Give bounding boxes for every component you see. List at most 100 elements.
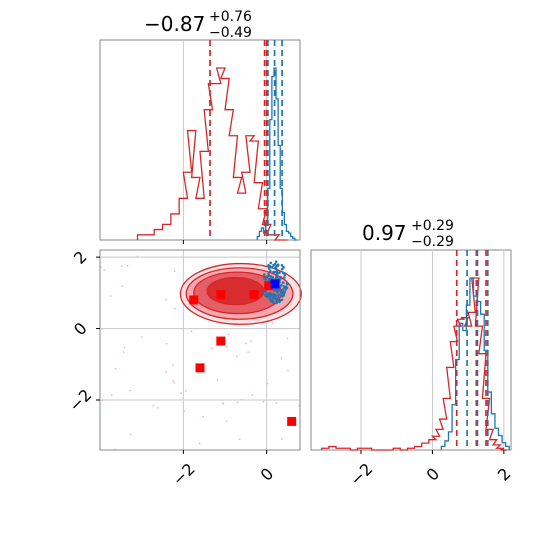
top-left-title-plus: +0.76	[209, 9, 252, 25]
joint-blue-sample	[271, 293, 274, 297]
joint-faint-sample	[225, 345, 228, 348]
joint-blue-sample	[278, 271, 281, 274]
joint-faint-sample	[266, 382, 269, 385]
joint-red-square-marker	[287, 416, 297, 426]
joint-faint-sample	[165, 342, 168, 345]
joint-faint-sample	[121, 265, 123, 268]
joint-blue-sample	[286, 282, 289, 286]
joint-faint-sample	[110, 394, 113, 397]
joint-xtick-label: −2	[169, 459, 199, 489]
joint-blue-sample	[276, 297, 279, 301]
joint-blue-sample	[275, 289, 278, 292]
joint-faint-sample	[171, 364, 174, 367]
joint-blue-sample	[281, 295, 284, 298]
joint-blue-square-marker	[270, 279, 280, 289]
bottom-right-xtick-label: 0	[422, 464, 443, 485]
joint-faint-sample	[287, 369, 289, 372]
joint-faint-sample	[251, 394, 254, 396]
joint-ytick-label: 2	[70, 247, 91, 268]
joint-blue-sample	[272, 263, 275, 267]
joint-red-square-marker	[216, 336, 226, 346]
joint-ytick-label: −2	[65, 385, 95, 415]
joint-blue-sample	[266, 292, 270, 296]
bottom-right-xtick-label: −2	[346, 459, 376, 489]
joint-faint-sample	[140, 336, 143, 339]
joint-faint-sample	[152, 404, 155, 407]
joint-faint-sample	[211, 347, 214, 350]
bottom-right-title-plus: +0.29	[411, 218, 454, 234]
top-left-title-minus: −0.49	[209, 25, 252, 41]
joint-blue-sample	[274, 277, 277, 280]
joint-red-square-marker	[195, 363, 205, 373]
joint-blue-sample	[269, 275, 273, 278]
joint-faint-sample	[184, 390, 187, 392]
joint-faint-sample	[109, 295, 112, 298]
joint-red-square-marker	[216, 290, 226, 300]
joint-faint-sample	[227, 333, 230, 336]
joint-blue-sample	[271, 297, 274, 300]
joint-faint-sample	[198, 442, 201, 445]
joint-blue-sample	[263, 273, 266, 276]
joint-blue-sample	[277, 293, 280, 296]
joint-faint-sample	[129, 433, 132, 436]
joint-faint-sample	[129, 389, 132, 392]
joint-faint-sample	[225, 420, 228, 423]
joint-blue-sample	[262, 276, 266, 280]
joint-blue-sample	[264, 294, 268, 298]
joint-faint-sample	[103, 269, 106, 271]
joint-ytick-label: 0	[70, 319, 91, 340]
joint-blue-sample	[280, 267, 284, 271]
bottom-right-title-value: 0.97	[362, 221, 407, 245]
joint-faint-sample	[280, 438, 283, 440]
joint-blue-sample	[273, 270, 277, 274]
joint-faint-sample	[180, 392, 183, 395]
joint-faint-sample	[114, 367, 117, 370]
joint-blue-sample	[268, 295, 272, 299]
joint-faint-sample	[172, 380, 174, 383]
joint-blue-sample	[269, 269, 272, 273]
top-left-title: −0.87 +0.76 −0.49	[144, 9, 252, 41]
joint-blue-sample	[268, 265, 272, 268]
joint-faint-sample	[271, 322, 274, 324]
joint-blue-sample	[264, 290, 267, 294]
bottom-right-hist-series-1-step	[440, 277, 510, 450]
joint-blue-sample	[274, 260, 278, 263]
joint-xtick-label: 0	[257, 464, 278, 485]
joint-faint-sample	[173, 382, 176, 384]
joint-faint-sample	[121, 285, 124, 288]
joint-blue-sample	[281, 271, 285, 275]
bottom-right-hist-series-0-step	[321, 277, 508, 451]
joint-marker-group	[189, 279, 297, 426]
bottom-right-xtick-label: 2	[494, 464, 515, 485]
joint-faint-sample	[250, 340, 252, 343]
joint-faint-sample	[216, 378, 219, 381]
joint-blue-sample	[267, 272, 270, 276]
joint-blue-sample	[280, 263, 284, 267]
joint-blue-sample	[271, 301, 275, 304]
joint-blue-sample	[266, 294, 270, 298]
joint-blue-sample	[283, 273, 287, 277]
joint-red-square-marker	[249, 290, 259, 300]
joint-faint-sample	[183, 410, 186, 413]
joint-faint-sample	[123, 346, 126, 349]
joint-blue-sample	[271, 276, 275, 279]
top-left-title-value: −0.87	[144, 12, 205, 36]
joint-panel-border	[99, 249, 301, 451]
top-left-hist-series-1-step	[256, 67, 297, 241]
joint-faint-sample	[262, 400, 265, 403]
joint-blue-sample	[275, 274, 279, 277]
joint-faint-sample	[286, 337, 289, 340]
joint-faint-sample	[235, 355, 238, 358]
joint-faint-sample	[173, 270, 176, 273]
joint-faint-sample	[173, 307, 176, 310]
top-left-histogram-layer	[136, 40, 297, 241]
joint-faint-sample	[275, 402, 278, 404]
joint-faint-sample	[136, 255, 139, 258]
joint-blue-sample	[269, 261, 273, 265]
joint-blue-sample	[274, 297, 278, 301]
joint-faint-sample	[280, 357, 283, 360]
bottom-right-title-minus: −0.29	[411, 234, 454, 250]
joint-red-square-marker	[189, 295, 199, 305]
joint-blue-sample	[275, 264, 278, 268]
